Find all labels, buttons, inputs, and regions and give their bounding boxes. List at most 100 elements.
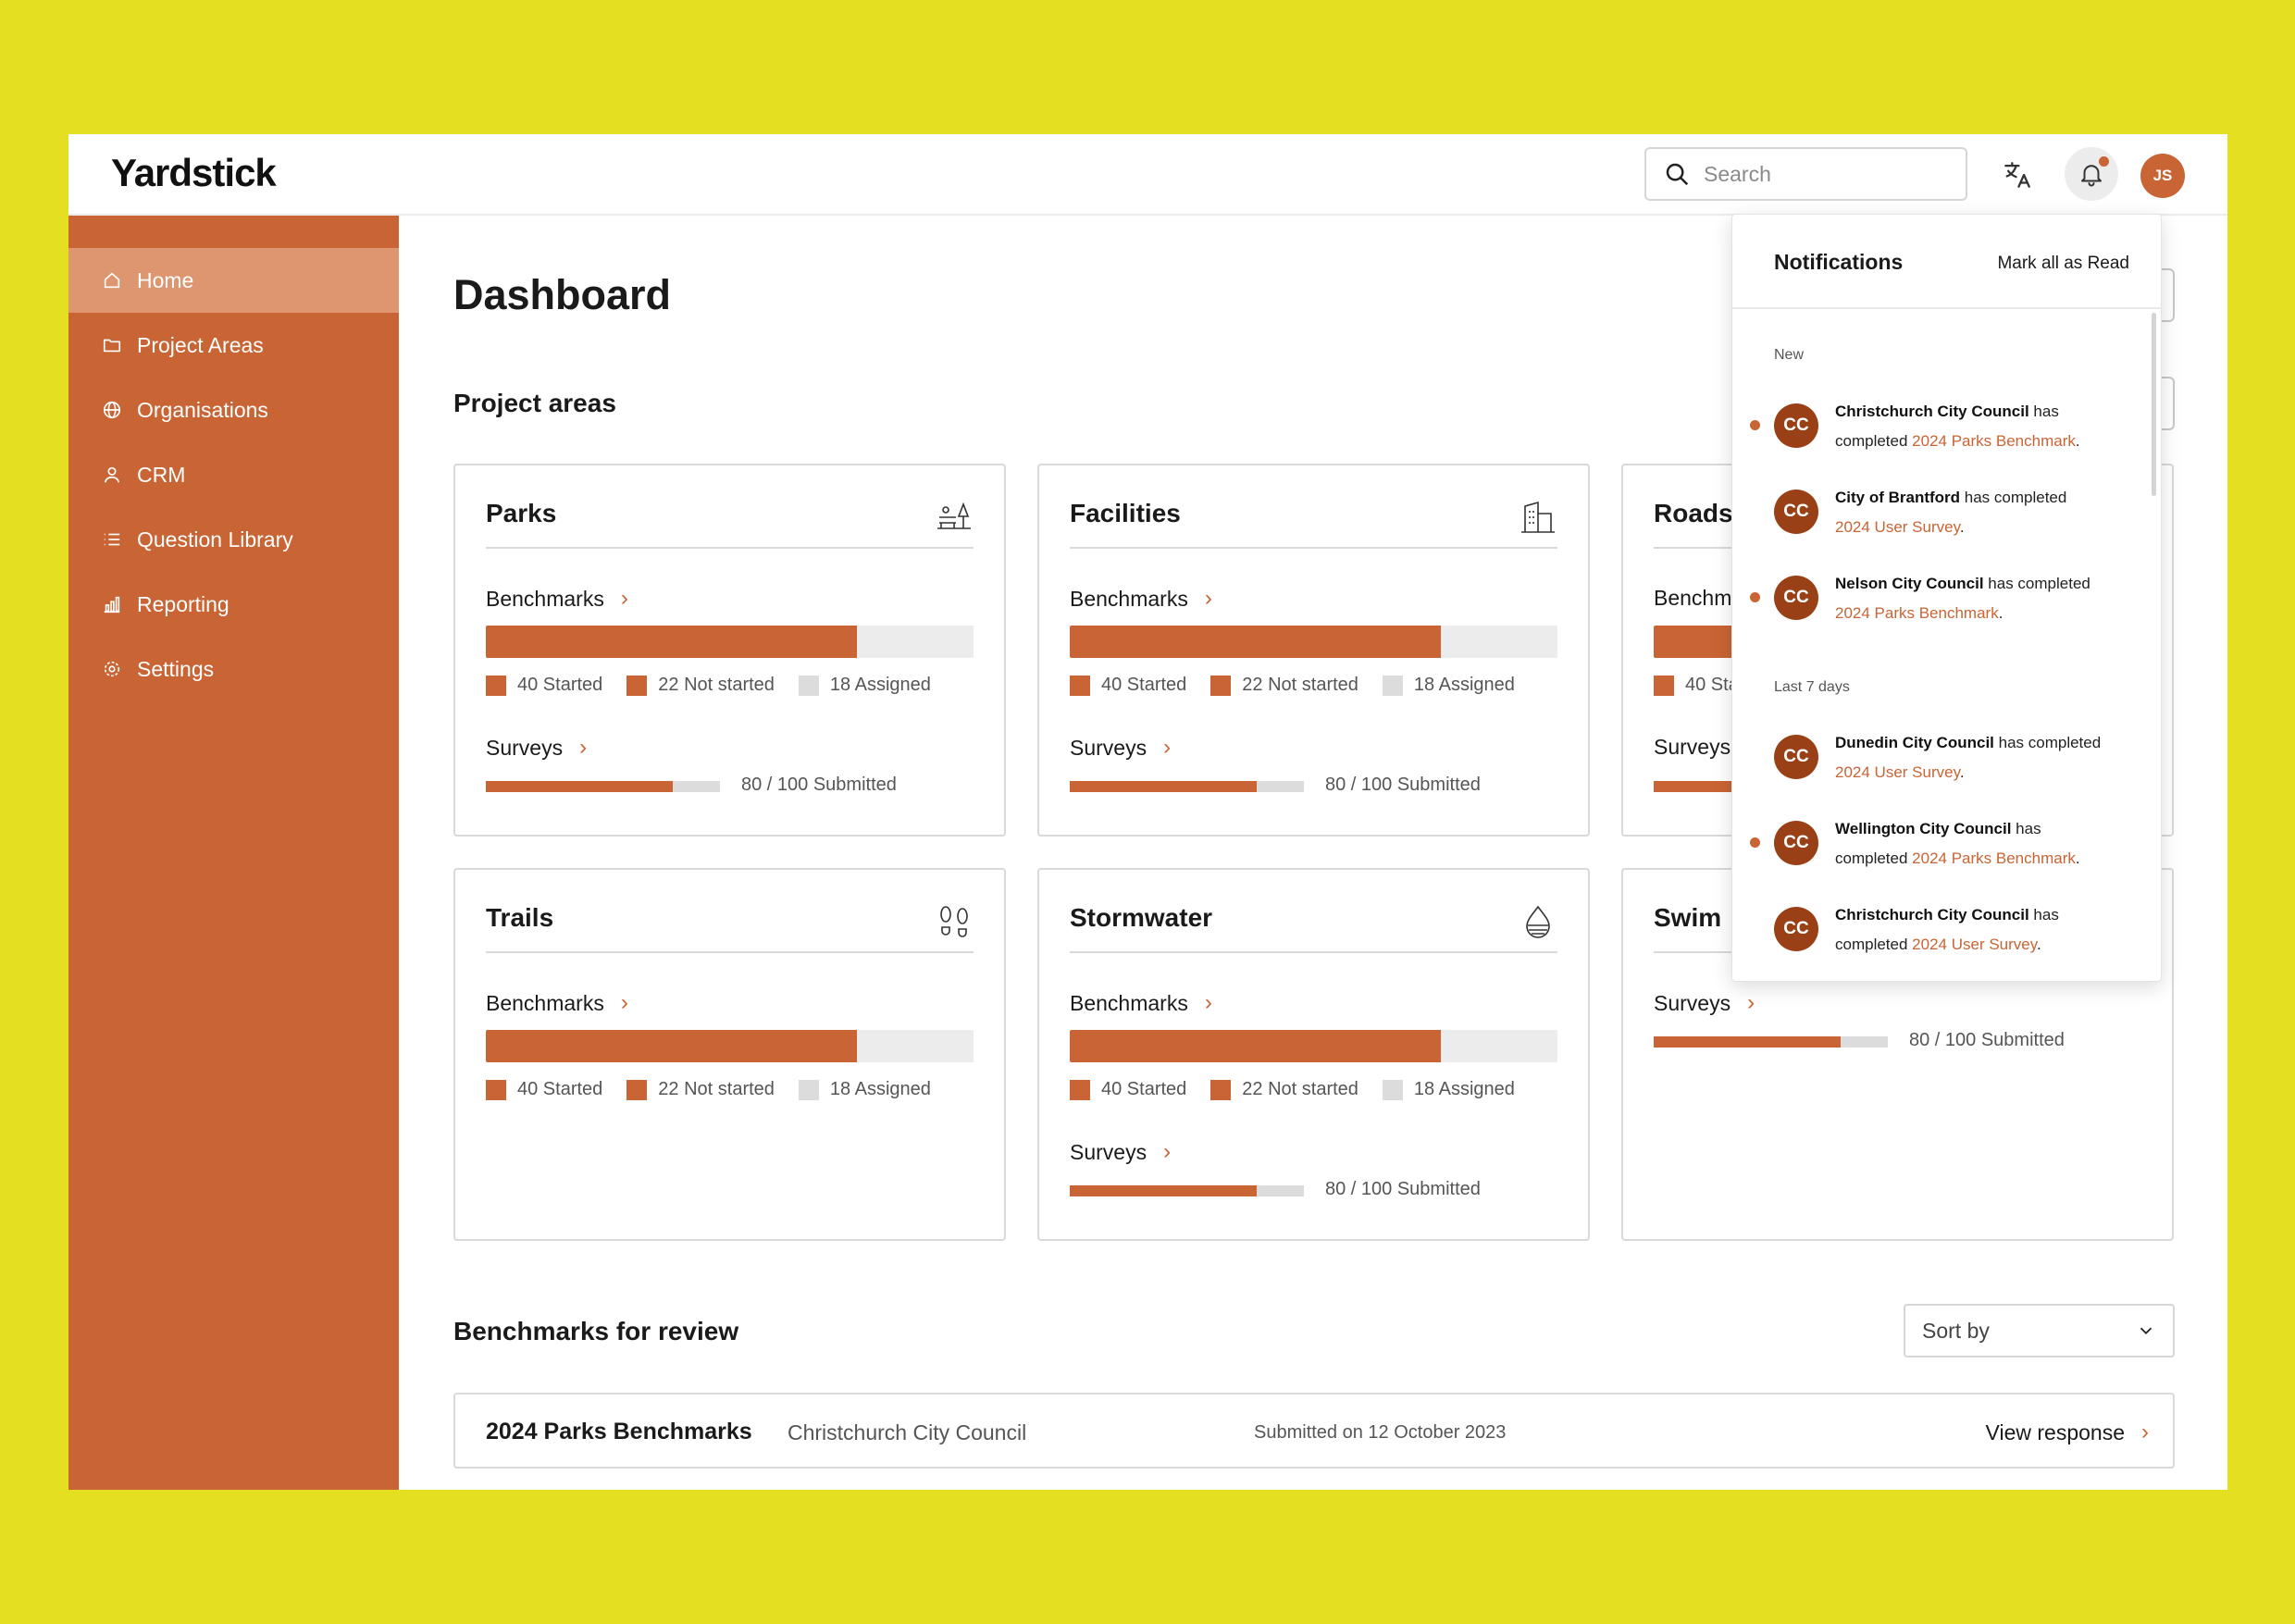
sidebar-item-label: Settings: [137, 656, 215, 681]
notification-item[interactable]: CC Christchurch City Council has complete…: [1732, 894, 2161, 968]
legend-assigned: 18 Assigned: [829, 675, 931, 695]
notification-verb: completed: [1835, 432, 1913, 450]
survey-count: 80 / 100 Submitted: [1325, 775, 1481, 795]
notification-link[interactable]: 2024 Parks Benchmark: [1912, 849, 2076, 867]
benchmarks-link[interactable]: Benchmarks ›: [1070, 990, 1212, 1016]
sidebar-item-settings[interactable]: Settings: [68, 637, 399, 701]
card-title: Stormwater: [1070, 903, 1213, 932]
notification-link[interactable]: 2024 Parks Benchmark: [1835, 604, 1999, 622]
user-avatar[interactable]: JS: [2140, 154, 2185, 198]
notification-link[interactable]: 2024 User Survey: [1835, 763, 1960, 781]
park-bench-icon: [937, 502, 971, 529]
surveys-label: Surveys: [1654, 735, 1731, 759]
legend-not-started: 22 Not started: [1242, 1079, 1358, 1099]
notifications-button[interactable]: [2065, 147, 2118, 201]
sidebar-item-organisations[interactable]: Organisations: [68, 378, 399, 442]
legend-assigned: 18 Assigned: [1413, 675, 1515, 695]
sidebar-item-project-areas[interactable]: Project Areas: [68, 313, 399, 378]
legend-swatch-assigned: [1382, 675, 1403, 696]
card-title: Roads: [1654, 499, 1733, 527]
sidebar-item-label: Reporting: [137, 591, 230, 616]
benchmarks-link[interactable]: Benchmarks ›: [486, 586, 628, 612]
notification-link[interactable]: 2024 Parks Benchmark: [1912, 432, 2076, 450]
chevron-right-icon: ›: [1747, 990, 1755, 1015]
notification-link[interactable]: 2024 User Survey: [1835, 518, 1960, 536]
project-card-stormwater[interactable]: Stormwater Benchmarks › 40 Started 22 Not…: [1037, 868, 1590, 1241]
notification-verb: has: [2028, 403, 2059, 420]
benchmark-legend: 40 Started 22 Not started 18 Assigned: [1070, 675, 1539, 696]
benchmarks-label: Benchmarks: [1070, 586, 1188, 611]
sort-by-select[interactable]: Sort by: [1904, 1304, 2175, 1357]
legend-assigned: 18 Assigned: [829, 1079, 931, 1099]
sidebar: Home Project Areas Organisations CRM Que…: [68, 216, 399, 1490]
review-row[interactable]: 2024 Parks Benchmarks Christchurch City …: [453, 1393, 2175, 1469]
legend-swatch-not-started: [626, 1079, 648, 1100]
surveys-link[interactable]: Surveys ›: [1070, 735, 1171, 761]
survey-progress-fill: [486, 781, 674, 792]
notification-text: Christchurch City Council has completed 2…: [1835, 403, 2080, 450]
sidebar-item-label: CRM: [137, 462, 186, 487]
sidebar-item-home[interactable]: Home: [68, 248, 399, 313]
notification-org: Wellington City Council: [1835, 820, 2012, 837]
notification-item[interactable]: CC Dunedin City Council has completed 202…: [1732, 722, 2161, 796]
sidebar-item-reporting[interactable]: Reporting: [68, 572, 399, 637]
project-card-facilities[interactable]: Facilities Benchmarks › 40 Started 22 Not…: [1037, 464, 1590, 837]
notification-item[interactable]: CC Christchurch City Council has complete…: [1732, 391, 2161, 465]
notification-item[interactable]: CC Nelson City Council has completed 2024…: [1732, 563, 2161, 637]
survey-progress-bar: [1654, 1036, 1888, 1048]
notifications-scrollbar[interactable]: [2152, 313, 2156, 496]
benchmarks-label: Benchmarks: [486, 586, 604, 611]
notification-verb: completed: [1835, 936, 1913, 953]
unread-dot: [1750, 837, 1760, 848]
sidebar-item-question-library[interactable]: Question Library: [68, 507, 399, 572]
sidebar-item-crm[interactable]: CRM: [68, 442, 399, 507]
org-avatar: CC: [1774, 735, 1818, 779]
home-icon: [104, 272, 120, 289]
legend-started: 40 Started: [517, 1079, 603, 1099]
notification-verb: has completed: [1993, 734, 2102, 751]
survey-progress-fill: [1070, 781, 1258, 792]
benchmark-progress-fill: [486, 626, 857, 658]
project-areas-title: Project areas: [453, 389, 616, 417]
org-avatar: CC: [1774, 907, 1818, 951]
gear-icon: [104, 661, 120, 677]
notification-item[interactable]: CC Wellington City Council has completed …: [1732, 808, 2161, 882]
survey-count: 80 / 100 Submitted: [1909, 1030, 2065, 1050]
search-box[interactable]: [1644, 147, 1967, 201]
view-response-label: View response: [1985, 1419, 2125, 1444]
notification-text: Nelson City Council has completed 2024 Pa…: [1835, 575, 2090, 622]
org-avatar: CC: [1774, 821, 1818, 865]
card-divider: [486, 547, 974, 549]
card-title: Parks: [486, 499, 557, 527]
legend-swatch-not-started: [1210, 1079, 1232, 1100]
review-organisation: Christchurch City Council: [788, 1420, 1027, 1444]
search-input[interactable]: [1704, 161, 1954, 187]
app-logo[interactable]: Yardstick: [111, 151, 277, 194]
notification-item[interactable]: CC City of Brantford has completed 2024 U…: [1732, 477, 2161, 551]
legend-swatch-started: [1654, 675, 1674, 696]
notification-text: Wellington City Council has completed 202…: [1835, 820, 2080, 867]
benchmark-legend: 40 Started 22 Not started 18 Assigned: [486, 675, 955, 696]
surveys-link[interactable]: Surveys ›: [486, 735, 587, 761]
notification-verb: has completed: [1960, 489, 2067, 506]
surveys-link[interactable]: Surveys ›: [1070, 1139, 1171, 1165]
mark-all-read-button[interactable]: Mark all as Read: [1997, 254, 2129, 273]
benchmarks-link[interactable]: Benchmarks ›: [486, 990, 628, 1016]
org-avatar: CC: [1774, 490, 1818, 534]
benchmark-progress-bar: [1070, 1030, 1557, 1062]
surveys-link[interactable]: Surveys: [1654, 735, 1731, 760]
notification-verb: has: [2011, 820, 2041, 837]
surveys-link[interactable]: Surveys ›: [1654, 990, 1755, 1016]
benchmarks-label: Benchmarks: [1070, 990, 1188, 1015]
view-response-link[interactable]: View response ›: [1986, 1419, 2149, 1445]
notification-link[interactable]: 2024 User Survey: [1912, 936, 2037, 953]
legend-swatch-not-started: [1210, 675, 1232, 696]
legend-started: 40 Started: [1101, 675, 1187, 695]
card-divider: [1070, 547, 1557, 549]
legend-swatch-assigned: [798, 1079, 819, 1100]
translate-button[interactable]: [1997, 155, 2038, 195]
project-card-trails[interactable]: Trails Benchmarks › 40 Started 22 Not sta…: [453, 868, 1006, 1241]
benchmark-progress-bar: [486, 1030, 974, 1062]
project-card-parks[interactable]: Parks Benchmarks › 40 Started 22 Not star…: [453, 464, 1006, 837]
benchmarks-link[interactable]: Benchmarks ›: [1070, 586, 1212, 612]
